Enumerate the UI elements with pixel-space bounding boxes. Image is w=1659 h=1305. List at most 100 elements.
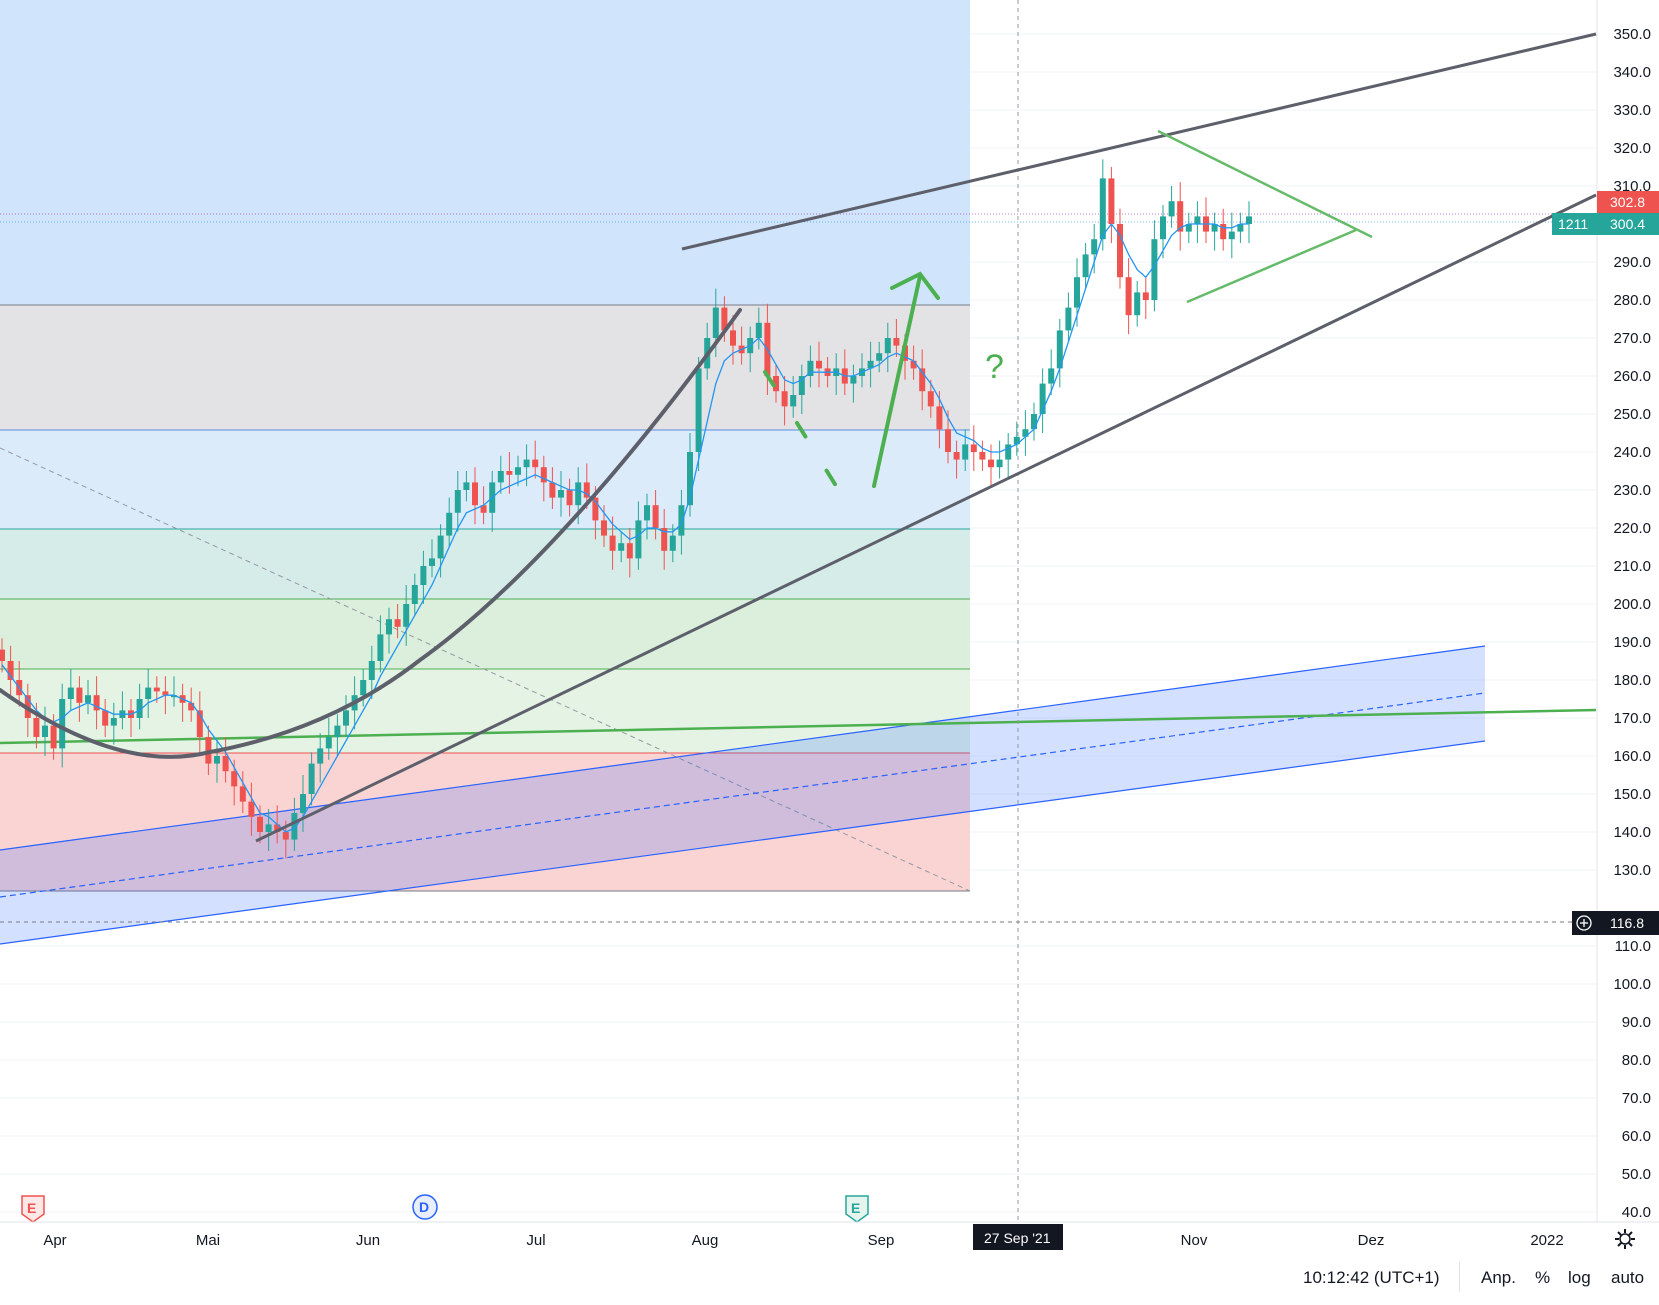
candle-body [411, 585, 418, 604]
candle-body [480, 505, 487, 513]
log-scale-button[interactable]: log [1568, 1268, 1591, 1287]
fib-zone-teal [0, 529, 970, 599]
candle-body [798, 376, 805, 395]
candle-body [325, 737, 332, 749]
pennant-upper [1157, 129, 1373, 239]
event-earnings-marker-1[interactable]: E [21, 1195, 45, 1223]
candle-body [1151, 239, 1158, 300]
price-tick-label: 50.0 [1622, 1166, 1651, 1183]
candle-body [7, 661, 14, 680]
time-tick-label: Sep [868, 1232, 895, 1249]
price-tick-label: 140.0 [1613, 824, 1651, 841]
candle-body [317, 748, 324, 764]
candle-body [222, 756, 229, 772]
price-tick-label: 210.0 [1613, 558, 1651, 575]
candle-body [575, 482, 582, 506]
candle-body [945, 429, 951, 452]
candle-body [188, 702, 195, 711]
clock-time[interactable]: 10:12:42 (UTC+1) [1303, 1268, 1440, 1287]
svg-text:D: D [419, 1199, 429, 1215]
candle-body [773, 376, 779, 392]
svg-text:27 Sep '21: 27 Sep '21 [984, 1230, 1051, 1246]
price-tick-label: 40.0 [1622, 1204, 1651, 1221]
candle-body [1246, 216, 1252, 224]
candle-body [446, 512, 453, 536]
price-tick-label: 340.0 [1613, 64, 1651, 81]
price-tick-label: 130.0 [1613, 862, 1651, 879]
candle-body [368, 661, 375, 680]
auto-scale-button[interactable]: auto [1611, 1268, 1645, 1287]
candle-body [0, 649, 5, 661]
question-mark: ? [985, 348, 1004, 386]
candle-body [1134, 292, 1141, 316]
candle-body [962, 444, 969, 460]
candle-body [609, 535, 616, 551]
settings-gear-icon[interactable] [1615, 1229, 1635, 1249]
time-tick-label: 2022 [1530, 1232, 1563, 1249]
candle-body [893, 338, 900, 346]
price-tick-label: 190.0 [1613, 634, 1651, 651]
candle-body [515, 467, 521, 475]
price-chart[interactable]: ? E D E 350.0 340.0 330.0 320.0 310.0 290.0 28… [0, 0, 1659, 1250]
trendline-lower [255, 193, 1597, 843]
candle-body [386, 619, 392, 635]
candle-body [592, 497, 599, 521]
fib-zone-blue-top [0, 0, 970, 305]
candle-body [1185, 224, 1192, 232]
candle-body [394, 619, 401, 627]
candle-body [162, 691, 169, 696]
bottom-toolbar: 10:12:42 (UTC+1) Anp. % log auto [0, 1250, 1659, 1305]
candle-body [76, 687, 83, 703]
price-tick-label: 260.0 [1613, 368, 1651, 385]
price-tick-label: 110.0 [1615, 938, 1651, 955]
price-tick-label: 70.0 [1622, 1090, 1651, 1107]
candle-body [1211, 224, 1218, 232]
candle-body [239, 786, 246, 802]
price-tick-label: 200.0 [1613, 596, 1651, 613]
price-tick-label: 240.0 [1613, 444, 1651, 461]
candle-body [1099, 178, 1106, 240]
candle-body [876, 353, 883, 361]
price-tick-label: 150.0 [1613, 786, 1651, 803]
candle-body [781, 391, 788, 407]
price-tick-label: 350.0 [1613, 26, 1651, 43]
add-alert-icon [1576, 915, 1592, 931]
fib-diagonal [0, 447, 971, 892]
candle-body [1125, 277, 1132, 316]
candle-body [919, 368, 926, 392]
event-earnings-marker-2[interactable]: E [845, 1195, 869, 1223]
svg-text:302.8: 302.8 [1610, 194, 1645, 210]
moving-average-line [1, 222, 1249, 833]
event-dividend-marker[interactable]: D [412, 1194, 438, 1220]
price-tick-label: 100.0 [1613, 976, 1651, 993]
candle-body [1005, 444, 1012, 460]
candle-body [248, 801, 255, 817]
time-tick-label: Apr [43, 1232, 66, 1249]
trendline-upper [681, 32, 1597, 251]
price-tick-label: 220.0 [1613, 520, 1651, 537]
time-tick-label: Nov [1181, 1232, 1208, 1249]
percent-scale-button[interactable]: % [1535, 1268, 1551, 1287]
candle-body [601, 520, 607, 536]
candle-body [291, 813, 298, 840]
candle-body [970, 444, 977, 452]
last-price-label: 302.8 [1597, 191, 1659, 213]
candle-body [1168, 201, 1175, 217]
candle-body [867, 360, 874, 369]
candle-body [1013, 436, 1020, 445]
svg-text:1211: 1211 [1558, 216, 1588, 232]
candle-body [1039, 383, 1046, 414]
candle-body [282, 832, 289, 840]
candle-body [85, 695, 91, 703]
candle-body [1056, 330, 1063, 369]
candle-body [1022, 429, 1029, 437]
candle-body [429, 558, 435, 566]
arrow-annotation [763, 271, 940, 491]
candle-body [463, 482, 470, 490]
candle-body [1220, 224, 1227, 240]
time-tick-label: Jun [356, 1232, 380, 1249]
price-tick-label: 330.0 [1613, 102, 1651, 119]
candle-body [1074, 277, 1080, 308]
adjust-button[interactable]: Anp. [1481, 1268, 1516, 1287]
candle-body [695, 368, 702, 452]
